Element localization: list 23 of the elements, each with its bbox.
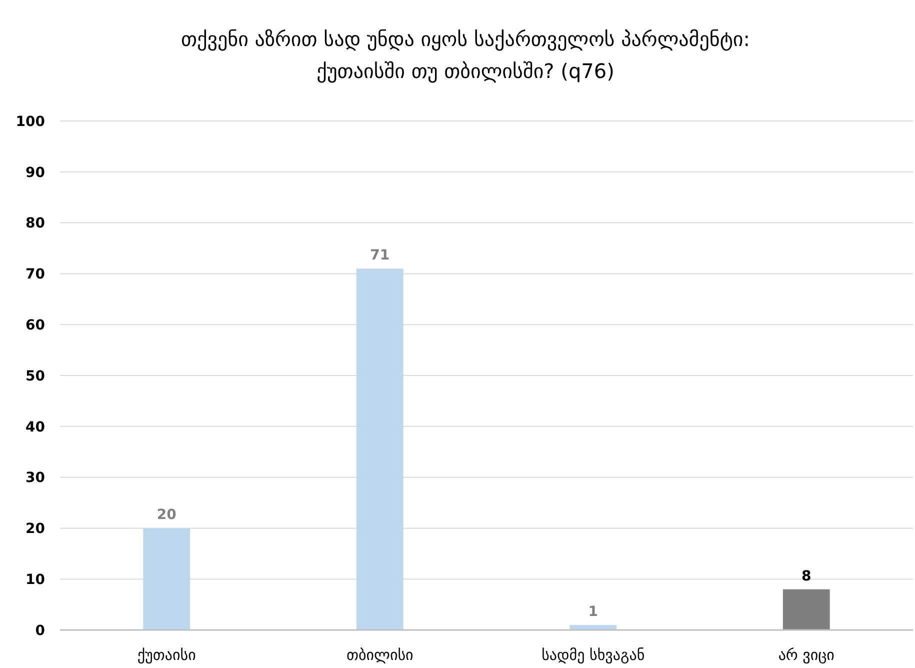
- chart-title: თქვენი აზრით სად უნდა იყოს საქართველოს პარლამენტი: ქუთაისში თუ თბილისში? (q76): [180, 27, 750, 83]
- y-tick-label: 70: [26, 266, 46, 283]
- x-tick-label: თბილისი: [346, 646, 414, 664]
- bar: [143, 528, 190, 630]
- data-label: 8: [802, 568, 812, 584]
- bar: [782, 589, 830, 630]
- y-tick-label: 40: [26, 419, 46, 436]
- data-label: 1: [588, 604, 598, 620]
- y-tick-label: 0: [35, 622, 46, 639]
- bar: [356, 268, 404, 630]
- y-tick-label: 90: [26, 164, 46, 181]
- data-label: 71: [370, 248, 390, 264]
- x-tick-label: არ ვიცი: [778, 646, 835, 664]
- x-tick-label: სადმე სხვაგან: [542, 646, 645, 664]
- y-tick-label: 30: [26, 470, 46, 486]
- y-tick-label: 60: [26, 318, 46, 334]
- y-tick-label: 100: [16, 114, 46, 130]
- y-tick-label: 20: [26, 521, 46, 538]
- x-tick-label: ქუთაისი: [137, 646, 196, 664]
- data-label: 20: [156, 507, 177, 524]
- y-tick-label: 10: [26, 572, 46, 588]
- y-tick-label: 80: [26, 216, 46, 232]
- y-tick-label: 50: [26, 368, 46, 384]
